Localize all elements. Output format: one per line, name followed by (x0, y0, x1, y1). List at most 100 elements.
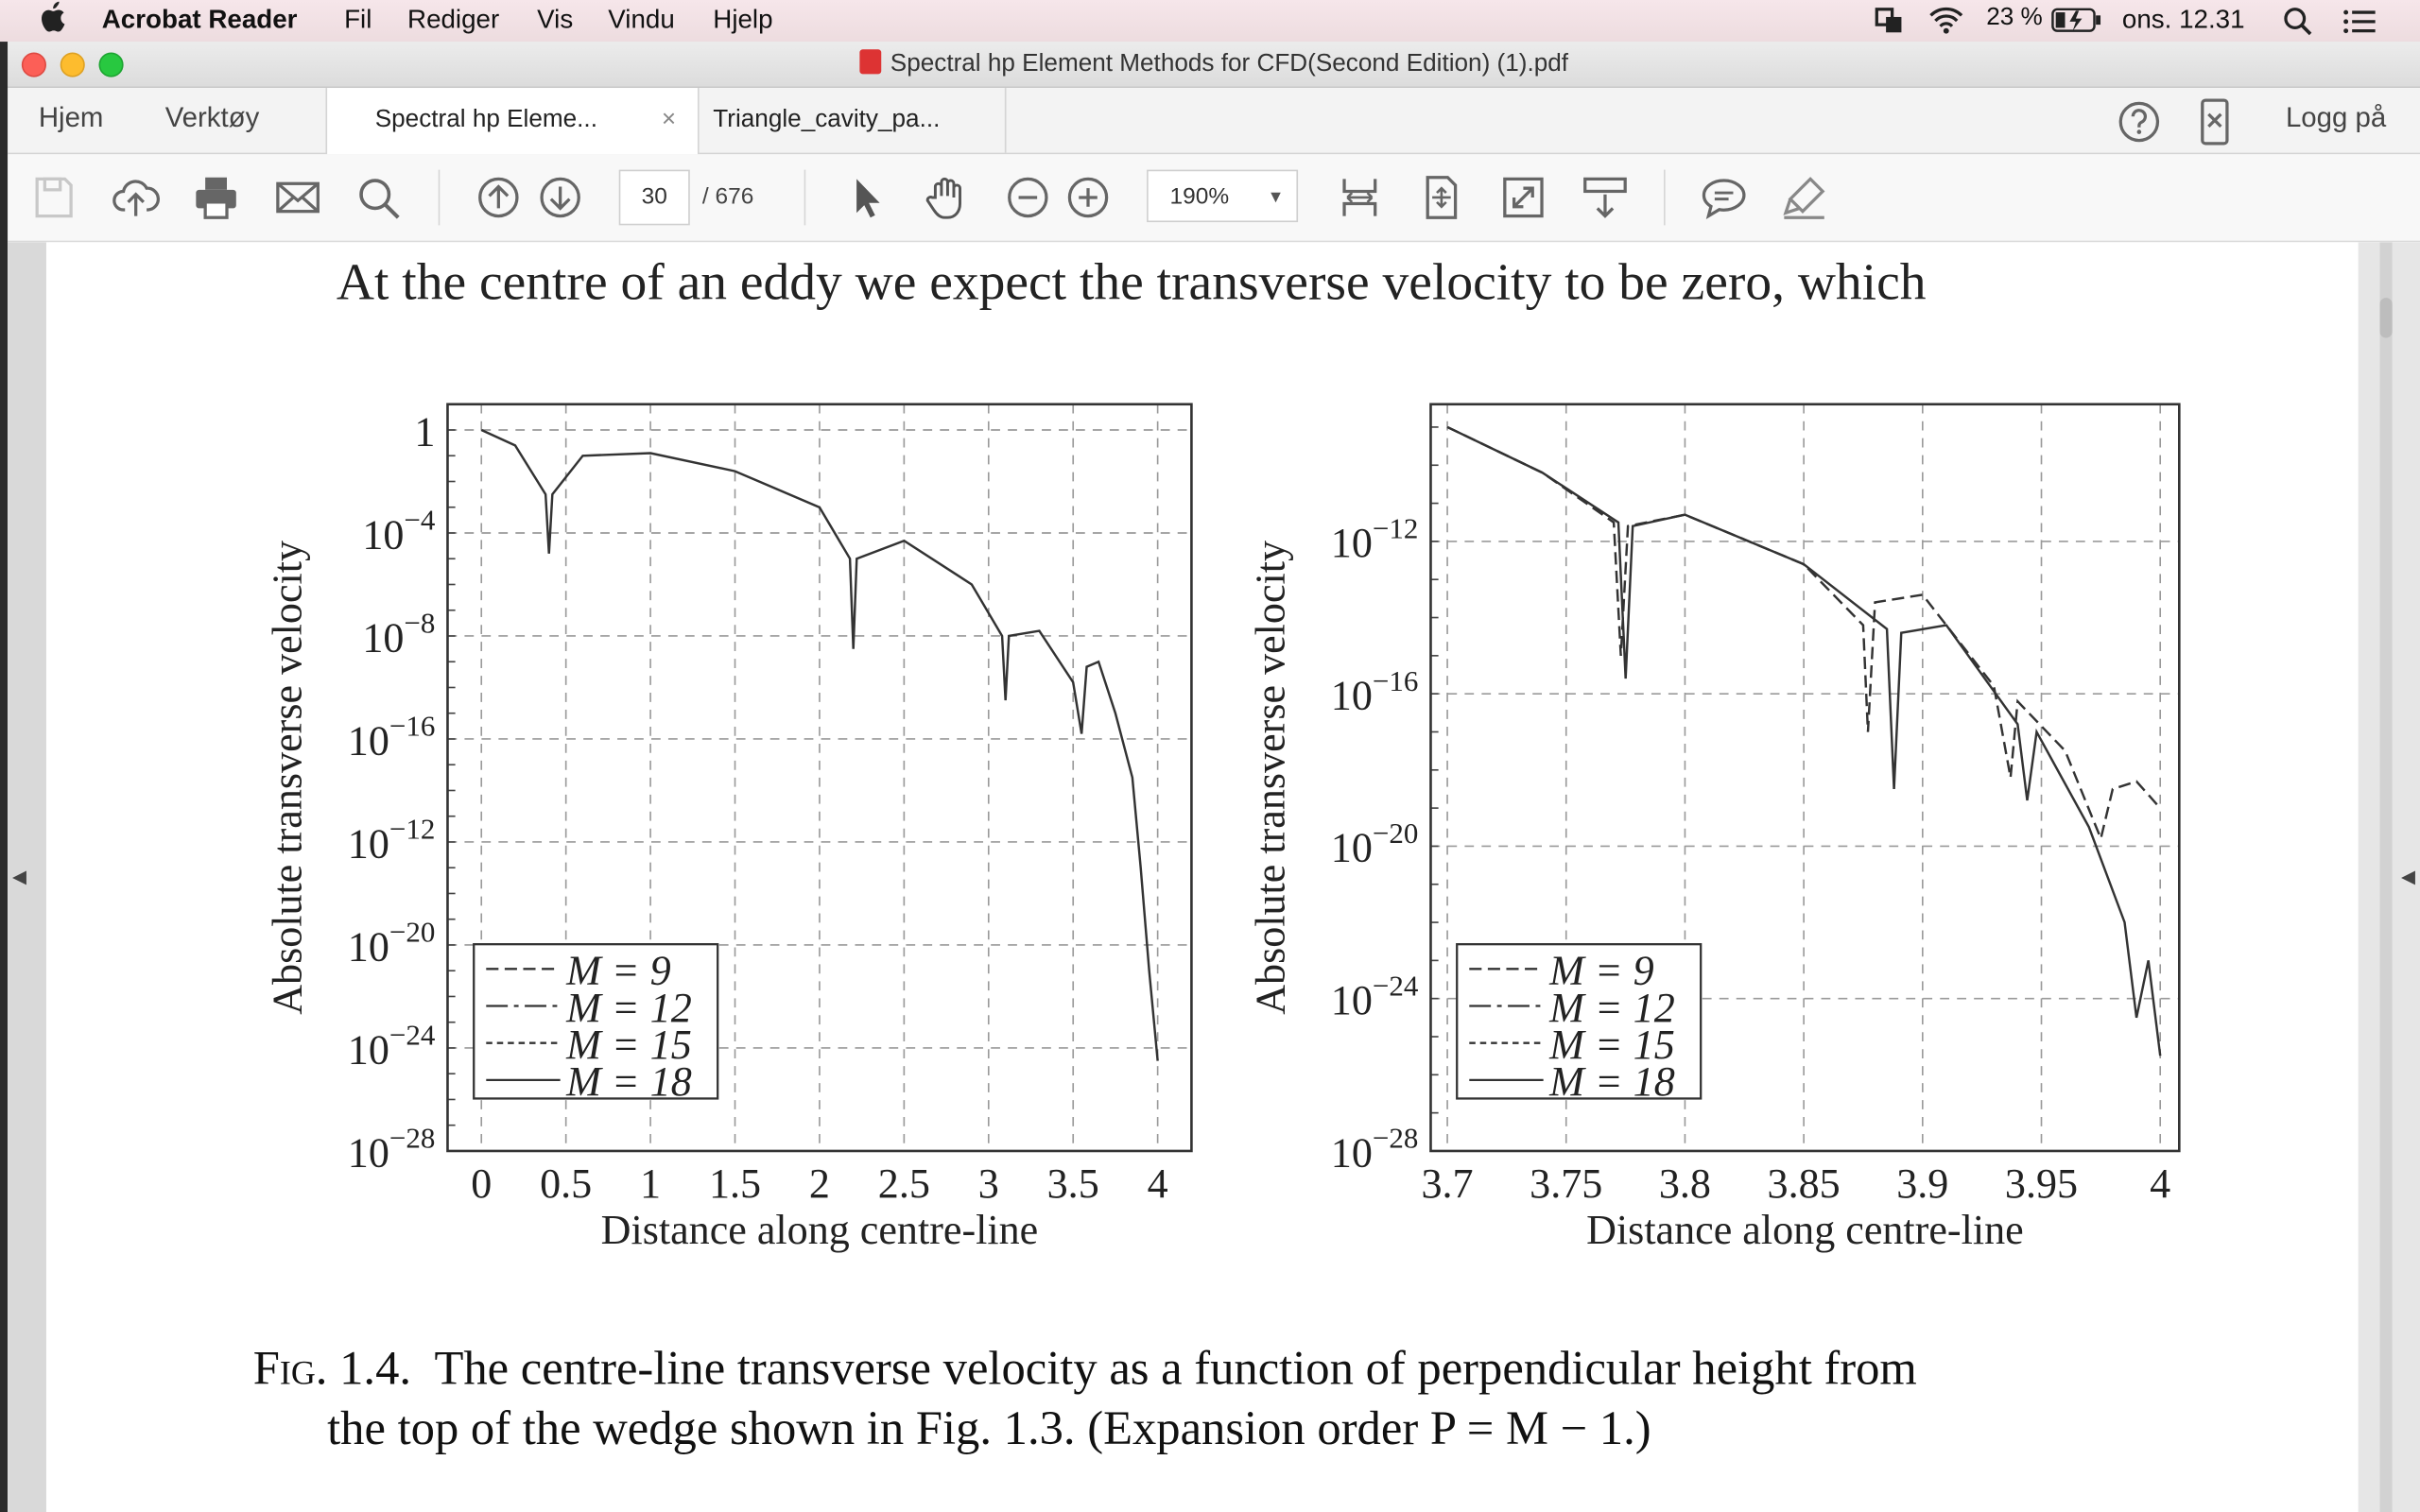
x-tick-label: 3 (978, 1160, 999, 1207)
y-tick-label: 10−24 (1331, 969, 1419, 1023)
highlight-pen-icon[interactable] (1779, 173, 1828, 222)
minimize-window-button[interactable] (60, 52, 85, 77)
login-link[interactable]: Logg på (2285, 101, 2387, 133)
y-axis-label: Absolute transverse velocity (264, 541, 310, 1015)
right-scroll-gutter: ◀ (2358, 242, 2420, 1512)
print-icon[interactable] (191, 173, 240, 222)
window-title-text: Spectral hp Element Methods for CFD(Seco… (890, 50, 1569, 77)
next-page-icon[interactable] (536, 173, 585, 222)
tab-tools[interactable]: Verktøy (164, 101, 260, 133)
tab-document-triangle-label: Triangle_cavity_pa... (713, 106, 941, 133)
legend-label: M = 12 (1548, 985, 1675, 1031)
upload-cloud-icon[interactable] (112, 173, 161, 222)
previous-page-icon[interactable] (474, 173, 523, 222)
comment-icon[interactable] (1700, 173, 1749, 222)
wifi-icon[interactable] (1927, 5, 1964, 43)
acrobat-window: Spectral hp Element Methods for CFD(Seco… (8, 42, 2420, 1512)
legend-label: M = 15 (1548, 1022, 1675, 1068)
plot-frame (446, 403, 1193, 1153)
notification-center-icon[interactable] (2342, 8, 2377, 43)
close-tab-icon[interactable]: × (661, 106, 677, 133)
tab-home[interactable]: Hjem (38, 101, 104, 133)
zoom-out-icon[interactable] (1003, 173, 1052, 222)
zoom-in-icon[interactable] (1063, 173, 1113, 222)
toolbar-divider (804, 169, 806, 226)
toolbar: 30 / 676 190% ▼ (8, 154, 2420, 243)
menu-window[interactable]: Vindu (608, 4, 675, 34)
x-tick-label: 0 (471, 1160, 492, 1207)
menu-file[interactable]: Fil (344, 4, 372, 34)
series-line (1446, 425, 2162, 1057)
scrollbar-track[interactable] (2379, 242, 2393, 1512)
help-icon[interactable] (2118, 100, 2161, 151)
legend-label: M = 18 (1548, 1058, 1675, 1105)
x-tick-label: 1 (640, 1160, 661, 1207)
zoom-window-button[interactable] (98, 52, 124, 77)
page-total: / 676 (701, 183, 754, 211)
y-tick-label: 10−28 (1331, 1122, 1419, 1177)
y-tick-label: 1 (414, 408, 435, 455)
y-tick-label: 10−16 (348, 710, 436, 765)
body-text-line: At the centre of an eddy we expect the t… (336, 254, 1927, 312)
x-axis-label: Distance along centre-line (1586, 1207, 2024, 1253)
battery-icon[interactable] (2051, 7, 2104, 43)
save-icon[interactable] (29, 173, 78, 222)
scrollbar-thumb[interactable] (2379, 298, 2393, 338)
pdf-page: At the centre of an eddy we expect the t… (49, 242, 2359, 1512)
left-panel-toggle-icon[interactable]: ◀ (12, 865, 27, 887)
series-line (480, 428, 1159, 1061)
spotlight-search-icon[interactable] (2283, 7, 2314, 45)
window-title: Spectral hp Element Methods for CFD(Seco… (8, 49, 2420, 78)
page-number-input[interactable]: 30 (618, 169, 690, 226)
fit-width-icon[interactable] (1335, 173, 1384, 222)
tab-document-triangle[interactable]: Triangle_cavity_pa... (696, 88, 1007, 153)
fit-page-icon[interactable] (1417, 173, 1466, 222)
chart-right: 3.7 3.75 3.8 3.85 3.9 3.95 4 10−12 10−16 10−20 10−… (1247, 403, 2181, 1253)
x-tick-label: 3.75 (1530, 1160, 1602, 1207)
menu-help[interactable]: Hjelp (713, 4, 773, 34)
legend-label: M = 9 (1548, 948, 1654, 994)
y-tick-label: 10−28 (348, 1122, 436, 1177)
close-window-button[interactable] (21, 52, 46, 77)
hand-tool-icon[interactable] (922, 173, 971, 222)
legend-label: M = 9 (565, 948, 671, 994)
y-tick-label: 10−16 (1331, 664, 1419, 719)
screen-mirror-icon[interactable] (1874, 7, 1905, 43)
x-tick-label: 3.95 (2005, 1160, 2078, 1207)
zoom-select[interactable]: 190% ▼ (1147, 169, 1299, 223)
figure-caption-line2: the top of the wedge shown in Fig. 1.3. … (327, 1400, 1651, 1455)
menu-edit[interactable]: Rediger (407, 4, 500, 34)
email-icon[interactable] (273, 173, 322, 222)
tab-document-spectral[interactable]: Spectral hp Eleme... × (325, 88, 700, 155)
document-viewer[interactable]: ◀ At the centre of an eddy we expect the… (8, 242, 2420, 1512)
x-tick-label: 1.5 (709, 1160, 761, 1207)
x-tick-label: 2 (809, 1160, 830, 1207)
scroll-mode-icon[interactable] (1581, 173, 1630, 222)
series-line (1446, 425, 2162, 843)
select-cursor-icon[interactable] (841, 173, 890, 222)
x-tick-label: 3.85 (1768, 1160, 1841, 1207)
tab-bar: Hjem Verktøy Spectral hp Eleme... × Tria… (8, 88, 2420, 155)
figure-caption-line1: Fig. 1.4. The centre-line transverse vel… (253, 1341, 1917, 1397)
mobile-link-icon[interactable] (2196, 97, 2233, 154)
x-axis-label: Distance along centre-line (601, 1207, 1039, 1253)
menu-bar: Acrobat Reader Fil Rediger Vis Vindu Hje… (0, 0, 2420, 45)
x-tick-label: 3.7 (1422, 1160, 1474, 1207)
x-tick-label: 4 (1148, 1160, 1168, 1207)
toolbar-divider (438, 169, 441, 226)
plot-frame (1429, 403, 2181, 1153)
legend-label: M = 15 (565, 1022, 692, 1068)
clock[interactable]: ons. 12.31 (2121, 4, 2245, 34)
menu-view[interactable]: Vis (537, 4, 574, 34)
app-name[interactable]: Acrobat Reader (101, 4, 298, 34)
figure-caption-text1: The centre-line transverse velocity as a… (434, 1340, 1917, 1395)
apple-icon[interactable] (40, 1, 65, 41)
title-bar: Spectral hp Element Methods for CFD(Seco… (8, 42, 2420, 89)
full-screen-icon[interactable] (1498, 173, 1547, 222)
search-icon[interactable] (354, 173, 403, 222)
x-tick-label: 0.5 (540, 1160, 592, 1207)
x-tick-label: 2.5 (878, 1160, 930, 1207)
right-panel-toggle-icon[interactable]: ◀ (2401, 865, 2416, 887)
chart-left: 0 0.5 1 1.5 2 2.5 3 3.5 4 1 10−4 10−8 10−16 10−12 10−2… (264, 403, 1193, 1253)
y-tick-label: 10−8 (362, 607, 435, 662)
